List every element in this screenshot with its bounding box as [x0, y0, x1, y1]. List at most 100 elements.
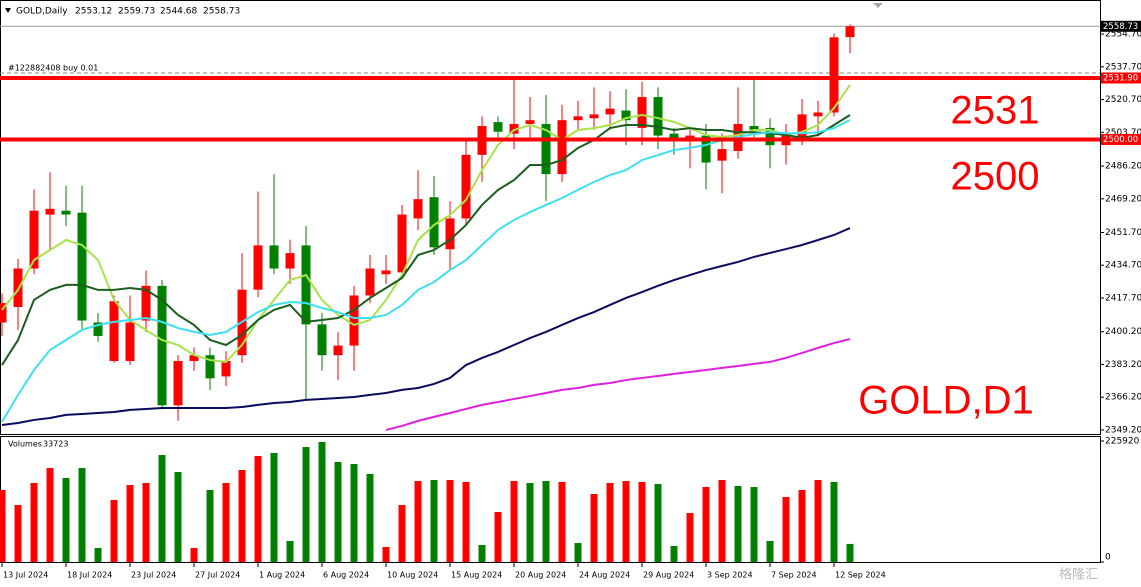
- candle-body: [445, 218, 455, 250]
- y-tick-label: 2451.70: [1105, 228, 1141, 238]
- volume-bar: [174, 472, 182, 562]
- annotation: GOLD,D1: [858, 379, 1034, 423]
- volume-last: 33723: [43, 440, 68, 449]
- candle-body: [13, 268, 23, 308]
- candle-body: [669, 133, 679, 140]
- volume-bar: [302, 447, 310, 562]
- volume-bar: [14, 505, 22, 562]
- y-tick-label: 2434.70: [1105, 261, 1141, 271]
- candle-body: [829, 37, 839, 113]
- shift-marker: [873, 3, 883, 8]
- x-tick-label: 12 Sep 2024: [835, 571, 886, 580]
- candle-body: [221, 360, 231, 377]
- volume-tick-label: 225920: [1105, 437, 1140, 447]
- volume-bar: [398, 505, 406, 562]
- candle-body: [429, 197, 439, 248]
- volume-bar: [846, 543, 854, 562]
- candle-body: [397, 214, 407, 273]
- volume-bar: [30, 483, 38, 562]
- candle-body: [509, 124, 519, 134]
- volume-bar: [270, 453, 278, 562]
- volume-bar: [590, 494, 598, 562]
- level-label-box: [1101, 133, 1141, 145]
- annotation: 2531: [951, 89, 1040, 133]
- candle-body: [381, 270, 391, 275]
- volume-bar: [350, 464, 358, 562]
- candle-body: [173, 360, 183, 406]
- bid-label: 2558.73: [1103, 22, 1138, 32]
- volume-bar: [494, 512, 502, 562]
- candle-body: [461, 154, 471, 219]
- moving-average: [1, 114, 851, 366]
- price-panel: [0, 0, 1101, 435]
- y-tick-label: 2469.20: [1105, 194, 1141, 204]
- volume-bar: [606, 483, 614, 562]
- volume-bar: [558, 482, 566, 562]
- volume-bar: [510, 481, 518, 562]
- candle-body: [61, 210, 71, 215]
- candle-body: [141, 285, 151, 321]
- volume-bar: [654, 484, 662, 562]
- volume-bar: [670, 546, 678, 562]
- volume-bar: [638, 482, 646, 562]
- candle-body: [541, 124, 551, 175]
- candle-body: [205, 355, 215, 379]
- x-tick-label: 7 Sep 2024: [771, 571, 817, 580]
- level-label: 2500.00: [1103, 135, 1138, 145]
- y-tick-label: 2366.20: [1105, 393, 1141, 403]
- volume-bar: [782, 497, 790, 562]
- volume-bar: [126, 485, 134, 562]
- candle-body: [621, 110, 631, 121]
- volume-bar: [462, 482, 470, 562]
- x-tick-label: 13 Jul 2024: [3, 571, 48, 580]
- volume-bar: [46, 468, 54, 562]
- order-label: #122882408 buy 0.01: [8, 63, 98, 72]
- volume-bar: [622, 481, 630, 562]
- candle-body: [413, 199, 423, 219]
- volume-bar: [382, 547, 390, 562]
- volume-bar: [110, 500, 118, 562]
- header-close: 2558.73: [203, 7, 240, 17]
- x-tick-label: 6 Aug 2024: [323, 571, 369, 580]
- volume-bar: [334, 462, 342, 562]
- volume-bar: [142, 483, 150, 562]
- candle-body: [269, 245, 279, 269]
- candle-body: [701, 135, 711, 163]
- candle-body: [525, 120, 535, 125]
- y-tick-label: 2417.70: [1105, 293, 1141, 303]
- volume-bar: [750, 487, 758, 562]
- y-tick-label: 2503.70: [1105, 128, 1141, 138]
- volume-bar: [206, 490, 214, 562]
- bid-label-box: [1101, 20, 1141, 32]
- x-tick-label: 10 Aug 2024: [387, 571, 438, 580]
- candle-body: [557, 120, 567, 175]
- menu-arrow[interactable]: [5, 8, 11, 13]
- level-label-box: [1101, 72, 1141, 84]
- symbol: GOLD,Daily: [16, 7, 68, 17]
- volume-bar: [734, 486, 742, 562]
- candle-body: [845, 26, 855, 38]
- volume-bar: [478, 545, 486, 562]
- x-tick-label: 1 Aug 2024: [259, 571, 305, 580]
- candle-body: [365, 268, 375, 296]
- moving-average: [385, 338, 851, 431]
- y-tick-label: 2349.20: [1105, 425, 1141, 435]
- volume-bar: [254, 456, 262, 562]
- header-open: 2553.12: [75, 7, 112, 17]
- candle-body: [125, 322, 135, 361]
- volume-bar: [238, 470, 246, 562]
- candle-body: [765, 127, 775, 146]
- candle-body: [717, 149, 727, 161]
- volume-bar: [366, 474, 374, 562]
- watermark: 格隆汇: [1059, 567, 1098, 583]
- moving-average: [1, 84, 851, 364]
- moving-average: [1, 227, 851, 426]
- candle-body: [253, 245, 263, 290]
- header-high: 2559.73: [118, 7, 155, 17]
- volume-bar: [430, 480, 438, 562]
- candle-body: [109, 301, 119, 361]
- volume-bar: [78, 468, 86, 562]
- volume-bar: [222, 483, 230, 562]
- volume-bar: [526, 483, 534, 562]
